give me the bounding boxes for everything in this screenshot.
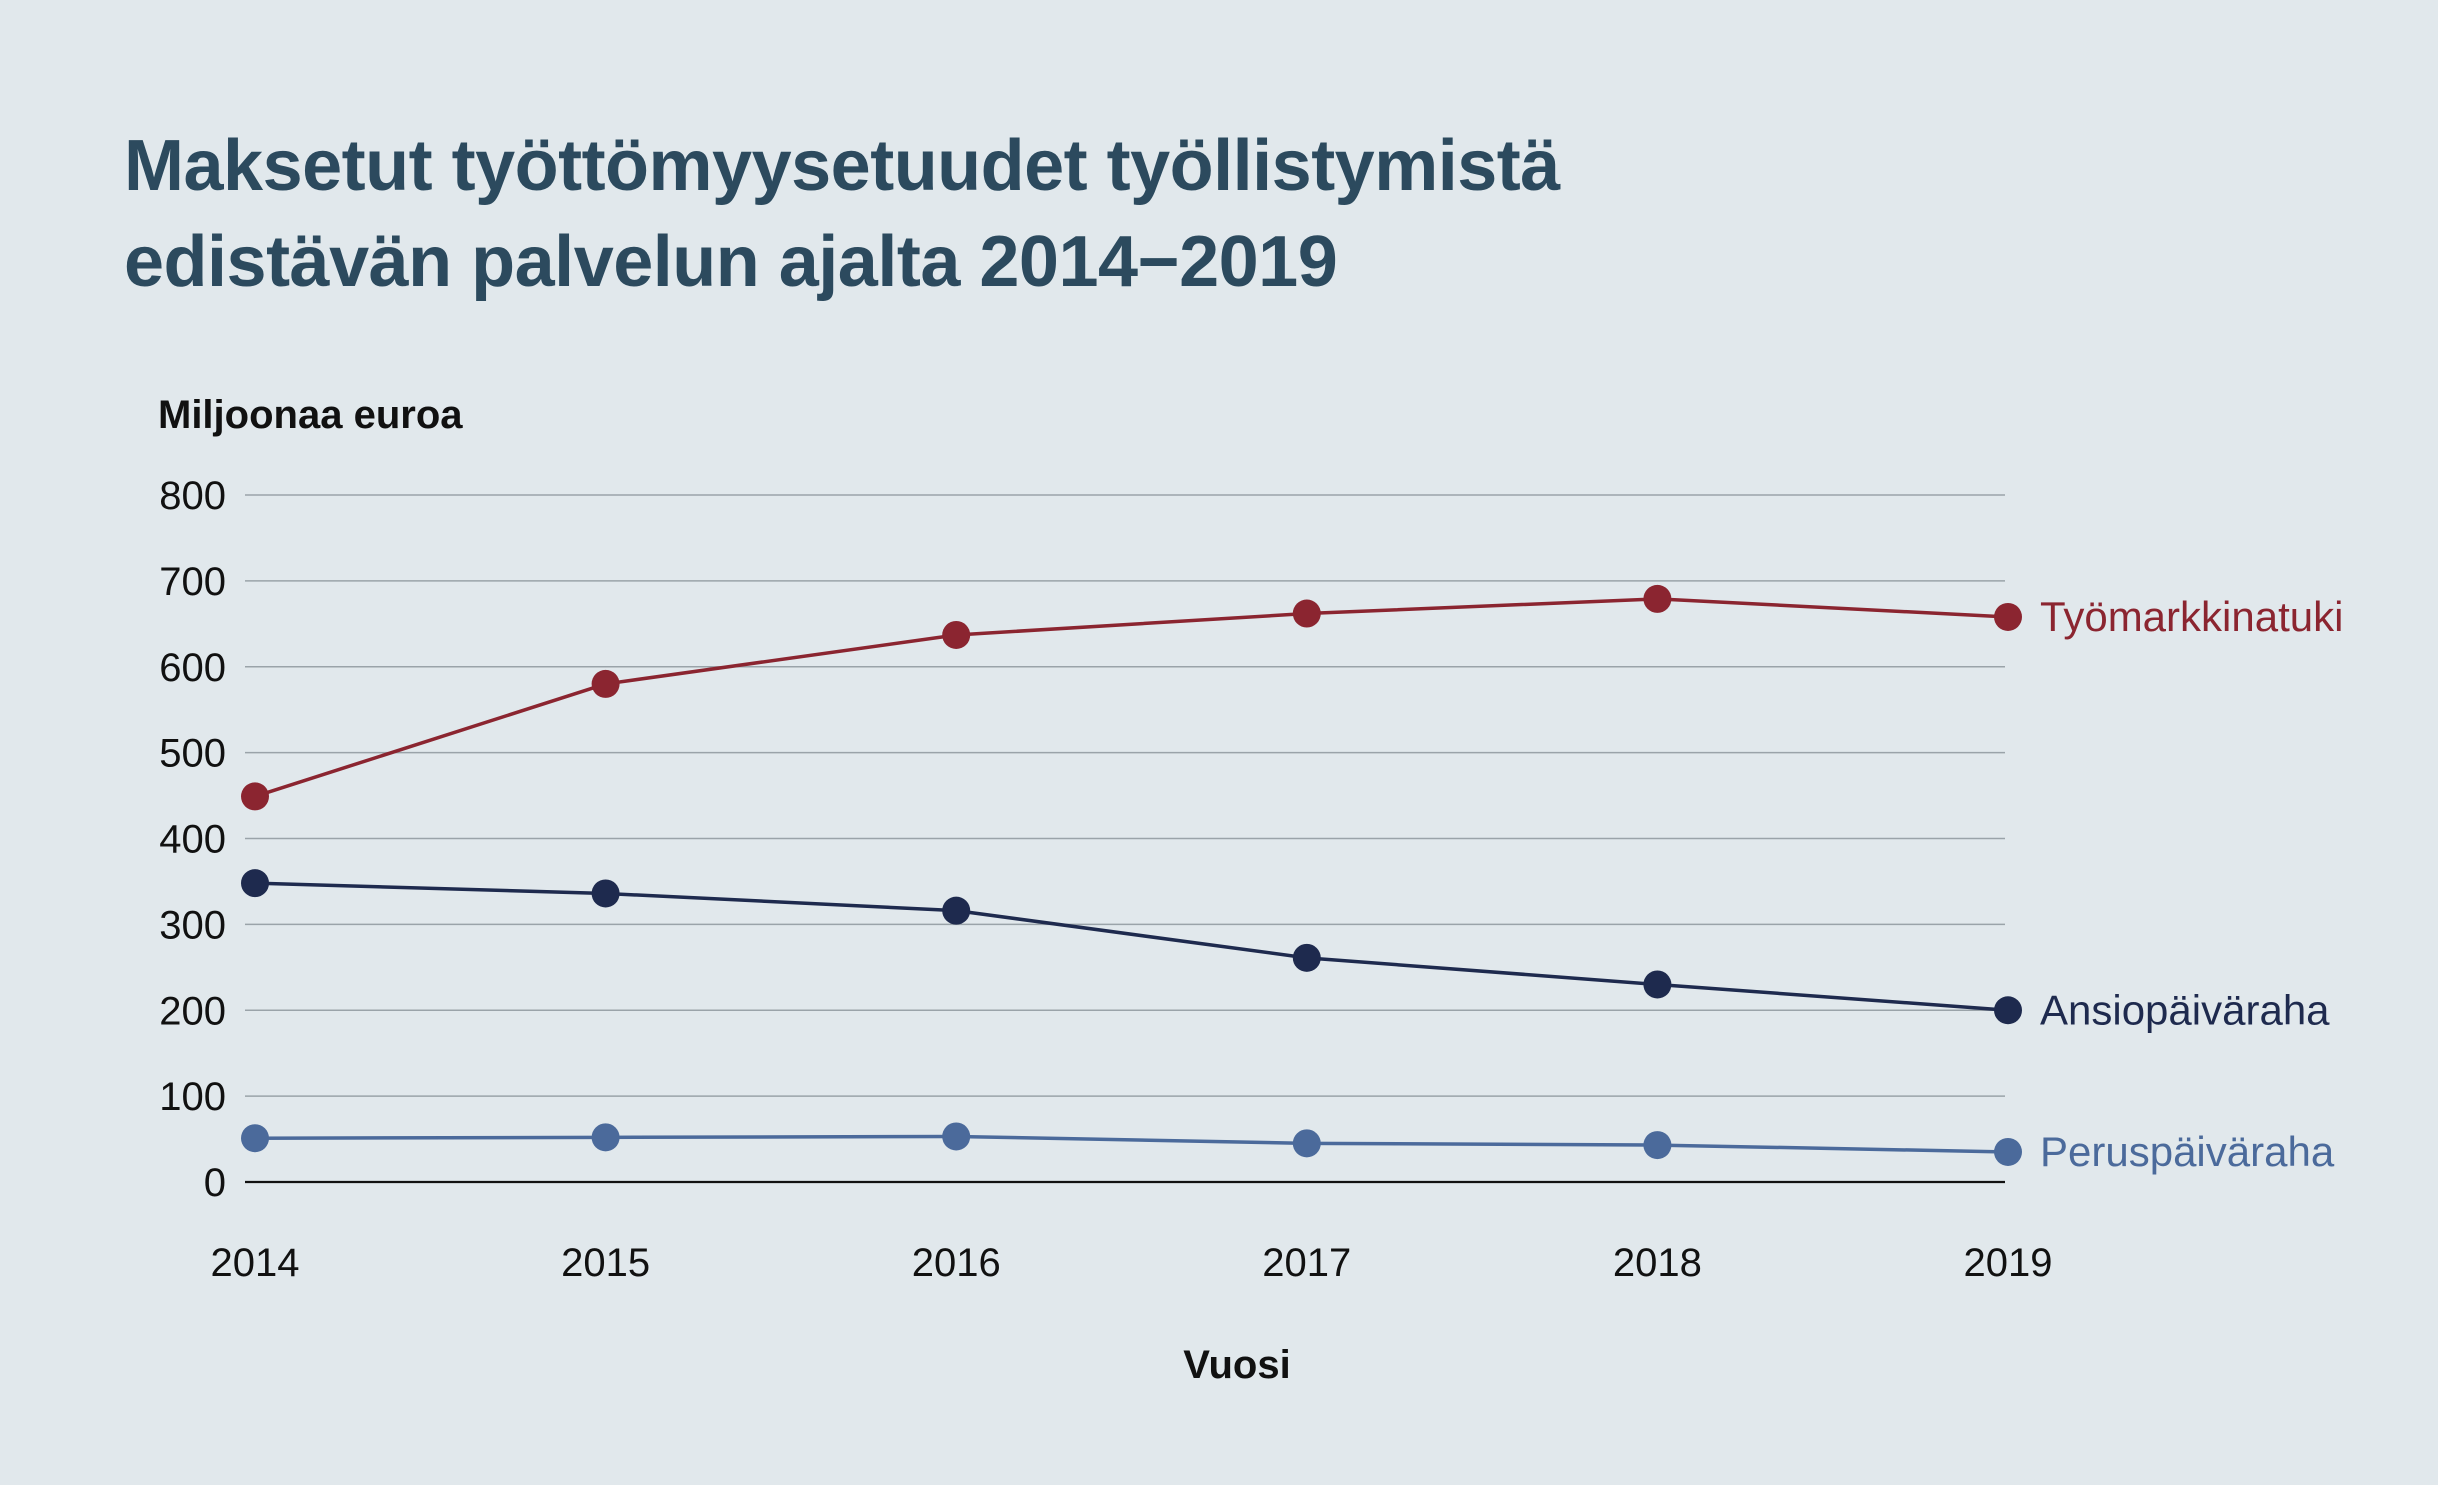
data-point (1292, 1129, 1321, 1158)
x-tick-label: 2016 (912, 1241, 1001, 1285)
data-point (1292, 599, 1321, 628)
data-point (1994, 602, 2022, 631)
data-point (591, 1123, 620, 1152)
chart-title-line-1: Maksetut työttömyysetuudet työllistymist… (124, 126, 1560, 206)
series-label: Peruspäiväraha (2040, 1128, 2335, 1175)
y-tick-label: 100 (159, 1075, 226, 1119)
data-point (942, 1122, 971, 1151)
x-axis-label: Vuosi (1183, 1343, 1290, 1387)
series-group: Työmarkkinatuki Ansiopäiväraha Peruspäivär… (241, 584, 2343, 1175)
data-point (1994, 996, 2022, 1025)
y-tick-labels: 0 100 200 300 400 500 600 700 800 (159, 474, 226, 1205)
data-point (1994, 1137, 2022, 1166)
data-point (241, 869, 269, 898)
x-tick-label: 2019 (1964, 1241, 2053, 1285)
y-tick-label: 600 (159, 646, 226, 690)
y-tick-label: 300 (159, 903, 226, 947)
data-point (241, 1124, 269, 1153)
x-tick-label: 2017 (1262, 1241, 1351, 1285)
data-point (1643, 970, 1672, 999)
x-tick-labels: 2014 2015 2016 2017 2018 2019 (211, 1241, 2053, 1285)
series-line (254, 597, 2009, 799)
x-tick-label: 2018 (1613, 1241, 1702, 1285)
data-point (591, 879, 620, 908)
chart-title-line-2: edistävän palvelun ajalta 2014−2019 (124, 222, 1338, 302)
y-tick-label: 700 (159, 560, 226, 604)
y-axis-label: Miljoonaa euroa (158, 393, 463, 437)
data-point (1643, 584, 1672, 613)
y-tick-label: 500 (159, 732, 226, 776)
chart-title: Maksetut työttömyysetuudet työllistymist… (124, 118, 1824, 310)
y-tick-label: 400 (159, 818, 226, 862)
series-1: Ansiopäiväraha (241, 869, 2330, 1033)
data-point (1292, 943, 1321, 972)
series-line (254, 881, 2009, 1012)
x-tick-label: 2015 (561, 1241, 650, 1285)
series-2: Peruspäiväraha (241, 1122, 2335, 1175)
data-point (1643, 1131, 1672, 1160)
x-tick-label: 2014 (211, 1241, 300, 1285)
y-tick-label: 800 (159, 474, 226, 518)
series-0: Työmarkkinatuki (241, 584, 2343, 811)
data-point (241, 782, 269, 811)
gridlines (245, 494, 2005, 1184)
y-tick-label: 0 (204, 1161, 226, 1205)
series-label: Työmarkkinatuki (2040, 593, 2343, 640)
series-label: Ansiopäiväraha (2040, 986, 2330, 1033)
data-point (942, 896, 971, 925)
data-point (591, 669, 620, 698)
y-tick-label: 200 (159, 989, 226, 1033)
series-line (254, 1134, 2009, 1154)
data-point (942, 620, 971, 649)
